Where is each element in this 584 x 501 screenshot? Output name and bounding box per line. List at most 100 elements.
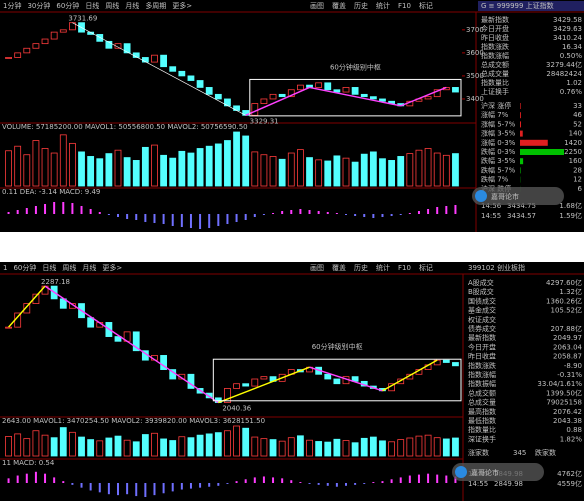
tool-button[interactable]: 覆盖	[332, 263, 346, 272]
volume-bar	[260, 154, 268, 187]
watermark: 嘉哥论市	[491, 192, 519, 201]
volume-bar	[424, 148, 432, 187]
period-tab[interactable]: 1分钟	[3, 1, 21, 10]
volume-bar	[415, 149, 423, 187]
tick-cell: 14:56	[481, 202, 502, 210]
breadth-label: 涨幅 0-3%	[481, 138, 516, 147]
volume-bar	[233, 425, 240, 457]
period-tab[interactable]: 60分钟	[56, 1, 79, 10]
y-tick-label: 3700	[466, 26, 484, 34]
stat-label: 昨日收盘	[481, 33, 509, 42]
candle	[369, 96, 377, 100]
volume-bar	[224, 140, 231, 187]
annotation: 60分钟级别中枢	[312, 342, 363, 351]
volume-bar	[132, 160, 140, 187]
volume-bar	[205, 433, 213, 457]
count-text: 345	[513, 449, 526, 457]
period-tab[interactable]: 周线	[62, 263, 76, 272]
volume-bar	[50, 152, 58, 187]
sidebar-title: G ≡ 999999 上证指数	[481, 1, 554, 10]
candle	[50, 31, 58, 40]
period-tab[interactable]: 30分钟	[27, 1, 50, 10]
count-text: 跌家数	[535, 448, 556, 457]
volume-bar	[14, 433, 22, 457]
candle	[32, 43, 40, 49]
stat-label: 最低指数	[468, 416, 496, 425]
volume-bar	[5, 150, 12, 187]
period-tab[interactable]: 月线	[82, 263, 96, 272]
period-tab[interactable]: 月线	[125, 1, 139, 10]
candle	[23, 303, 31, 314]
period-tab[interactable]: 更多>	[102, 263, 122, 272]
volume-bar	[96, 158, 104, 187]
volume-bar	[41, 148, 49, 187]
period-tab[interactable]: 日线	[85, 1, 99, 10]
candle	[306, 84, 313, 88]
candle	[242, 383, 250, 387]
volume-bar	[178, 150, 186, 187]
period-tab[interactable]: 周线	[105, 1, 119, 10]
volume-bar	[452, 153, 459, 187]
candle	[87, 317, 95, 328]
tool-button[interactable]: 标记	[419, 263, 433, 272]
volume-bar	[23, 154, 31, 187]
breadth-label: 跌幅 3-5%	[481, 156, 516, 165]
stat-value: 3429.58	[553, 16, 582, 24]
volume-bar	[151, 432, 158, 457]
stat-value: 207.88亿	[551, 324, 583, 333]
watermark-icon	[475, 190, 487, 202]
stat-label: 总成交额	[481, 60, 509, 69]
candle	[233, 383, 240, 389]
tool-button[interactable]: 历史	[354, 263, 368, 272]
high-label: 3731.69	[68, 15, 97, 23]
volume-bar	[32, 140, 40, 187]
low-label: 3329.31	[250, 117, 279, 125]
candle	[114, 43, 122, 49]
candle	[23, 47, 31, 54]
tool-button[interactable]: 画图	[310, 2, 324, 10]
tool-button[interactable]: 画图	[310, 264, 324, 272]
candle	[41, 38, 49, 45]
tick-cell: 1.59亿	[559, 211, 582, 220]
volume-bar	[287, 437, 295, 457]
tool-button[interactable]: 标记	[419, 1, 433, 10]
stat-value: 3429.63	[553, 25, 582, 33]
tool-button[interactable]: F10	[398, 264, 411, 272]
tool-button[interactable]: 统计	[376, 263, 390, 272]
period-tab[interactable]: 多周期	[145, 1, 166, 10]
sidebar-title: 399102 创业板指	[468, 263, 525, 272]
volume-bar	[278, 440, 286, 457]
volume-bar	[214, 143, 222, 187]
volume-bar	[187, 437, 195, 457]
period-tab[interactable]: 60分钟	[13, 263, 36, 272]
stat-value: 105.52亿	[551, 306, 583, 315]
candle	[160, 54, 168, 68]
stat-label: 最高指数	[468, 407, 496, 416]
volume-bar	[360, 437, 368, 457]
period-tab[interactable]: 更多>	[172, 1, 192, 10]
trend-line	[44, 285, 219, 404]
period-tab[interactable]: 日线	[42, 263, 56, 272]
volume-bar	[342, 157, 350, 187]
breadth-value: 12	[573, 176, 582, 184]
tool-button[interactable]: 覆盖	[332, 1, 346, 10]
candle	[333, 89, 341, 93]
stat-label: 总成交额	[468, 388, 496, 397]
stat-value: 3279.44亿	[546, 60, 582, 69]
stat-value: 1.82%	[560, 435, 583, 443]
stat-value: 0.50%	[560, 52, 583, 60]
tool-button[interactable]: 统计	[376, 1, 390, 10]
candle	[278, 93, 286, 98]
trend-line	[218, 366, 310, 404]
volume-bar	[50, 437, 58, 457]
period-tab[interactable]: 1	[3, 264, 7, 272]
breadth-value: 6	[578, 185, 583, 193]
stat-label: A股成交	[468, 278, 494, 287]
tool-button[interactable]: 历史	[354, 1, 368, 10]
volume-bar	[187, 152, 195, 187]
candle	[442, 359, 450, 363]
tool-button[interactable]: F10	[398, 2, 411, 10]
breadth-label: 跌幅 5-7%	[481, 165, 516, 174]
volume-bar	[105, 153, 113, 187]
candle	[251, 378, 259, 387]
